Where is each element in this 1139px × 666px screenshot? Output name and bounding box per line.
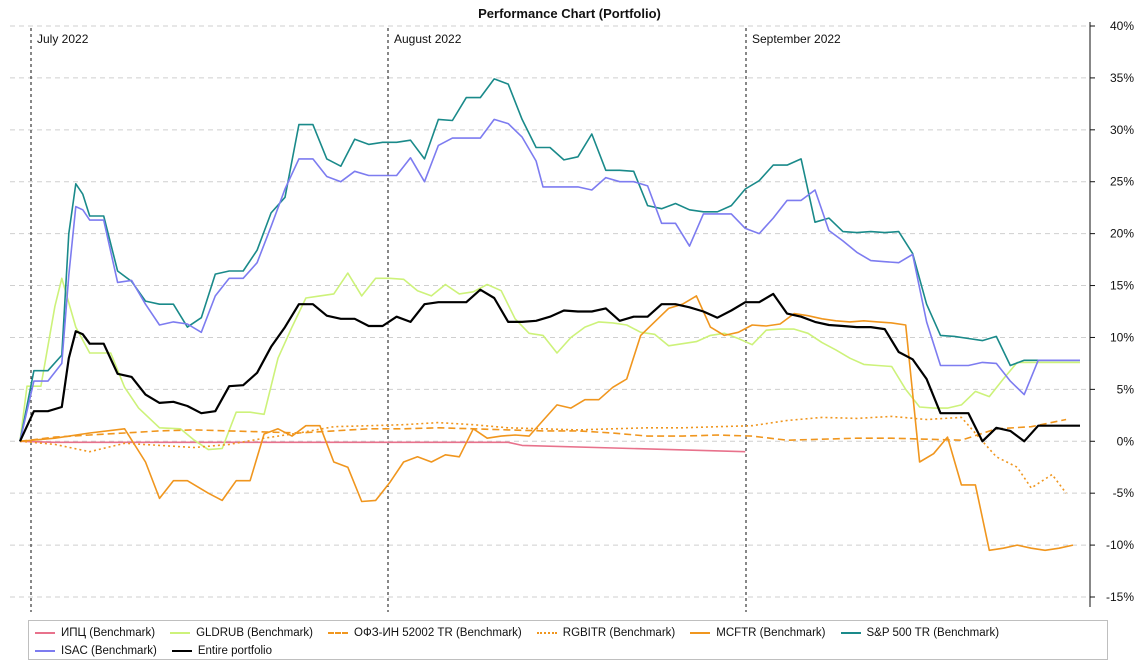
legend-item[interactable]: GLDRUB (Benchmark) bbox=[170, 624, 313, 642]
legend-swatch bbox=[840, 632, 861, 634]
y-tick-label: 0% bbox=[1117, 434, 1135, 448]
legend-swatch bbox=[35, 632, 55, 634]
legend-label: ISAC (Benchmark) bbox=[61, 645, 157, 657]
legend: ИПЦ (Benchmark) GLDRUB (Benchmark) ОФЗ-ИН … bbox=[28, 620, 1108, 660]
legend-label: S&P 500 TR (Benchmark) bbox=[866, 627, 1000, 639]
legend-swatch bbox=[690, 632, 711, 634]
legend-item[interactable]: ISAC (Benchmark) bbox=[35, 642, 157, 660]
y-tick-label: 30% bbox=[1110, 123, 1134, 137]
legend-label: ИПЦ (Benchmark) bbox=[61, 627, 156, 639]
legend-swatch bbox=[328, 632, 349, 634]
legend-item[interactable]: ОФЗ-ИН 52002 TR (Benchmark) bbox=[328, 624, 522, 642]
series-line-5 bbox=[19, 78, 1080, 442]
y-tick-label: 40% bbox=[1110, 19, 1134, 33]
y-tick-label: 35% bbox=[1110, 71, 1134, 85]
legend-item[interactable]: MCFTR (Benchmark) bbox=[690, 624, 826, 642]
legend-swatch bbox=[170, 632, 191, 634]
y-tick-label: 10% bbox=[1110, 330, 1134, 344]
month-label: September 2022 bbox=[752, 32, 841, 46]
y-tick-label: -10% bbox=[1106, 538, 1134, 552]
y-tick-label: 5% bbox=[1117, 382, 1135, 396]
y-tick-label: 15% bbox=[1110, 279, 1134, 293]
legend-swatch bbox=[536, 632, 557, 634]
performance-chart: July 2022 August 2022 September 2022 40% 35… bbox=[10, 19, 1135, 612]
series-line-4 bbox=[19, 295, 1074, 552]
series-line-1 bbox=[19, 272, 1080, 451]
grid-lines bbox=[10, 25, 1090, 598]
legend-label: MCFTR (Benchmark) bbox=[716, 627, 826, 639]
series-line-0 bbox=[19, 440, 746, 453]
legend-label: ОФЗ-ИН 52002 TR (Benchmark) bbox=[354, 627, 522, 639]
legend-label: GLDRUB (Benchmark) bbox=[196, 627, 314, 639]
month-label: July 2022 bbox=[37, 32, 89, 46]
series-line-7 bbox=[19, 288, 1080, 443]
y-tick-label: 20% bbox=[1110, 227, 1134, 241]
legend-item[interactable]: RGBITR (Benchmark) bbox=[536, 624, 676, 642]
month-markers: July 2022 August 2022 September 2022 bbox=[30, 28, 841, 612]
legend-swatch bbox=[171, 650, 192, 652]
legend-item[interactable]: ИПЦ (Benchmark) bbox=[35, 624, 155, 642]
series-line-2 bbox=[19, 418, 1067, 443]
month-label: August 2022 bbox=[394, 32, 462, 46]
series-line-6 bbox=[19, 118, 1080, 442]
chart-title: Performance Chart (Portfolio) bbox=[478, 6, 661, 21]
legend-swatch bbox=[35, 650, 55, 652]
y-tick-label: -5% bbox=[1113, 486, 1135, 500]
legend-label: RGBITR (Benchmark) bbox=[562, 627, 676, 639]
y-tick-label: 25% bbox=[1110, 175, 1134, 189]
series-line-3 bbox=[19, 415, 1067, 494]
series-lines bbox=[19, 78, 1080, 552]
legend-item[interactable]: S&P 500 TR (Benchmark) bbox=[840, 624, 1000, 642]
legend-item[interactable]: Entire portfolio bbox=[171, 642, 273, 660]
y-tick-label: -15% bbox=[1106, 590, 1134, 604]
legend-label: Entire portfolio bbox=[197, 645, 273, 657]
y-axis: 40% 35% 30% 25% 20% 15% 10% 5% 0% -5% -10% -15% bbox=[1089, 19, 1135, 607]
